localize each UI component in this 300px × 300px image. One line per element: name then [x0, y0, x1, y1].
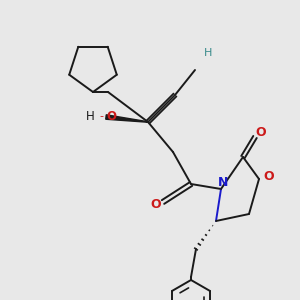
- Text: N: N: [218, 176, 228, 188]
- Text: H: H: [204, 48, 212, 58]
- Text: O: O: [151, 197, 161, 211]
- Text: -: -: [99, 111, 103, 121]
- Text: O: O: [256, 127, 266, 140]
- Text: O: O: [106, 110, 116, 122]
- Text: H: H: [85, 110, 94, 122]
- Polygon shape: [106, 115, 148, 122]
- Text: O: O: [264, 170, 274, 184]
